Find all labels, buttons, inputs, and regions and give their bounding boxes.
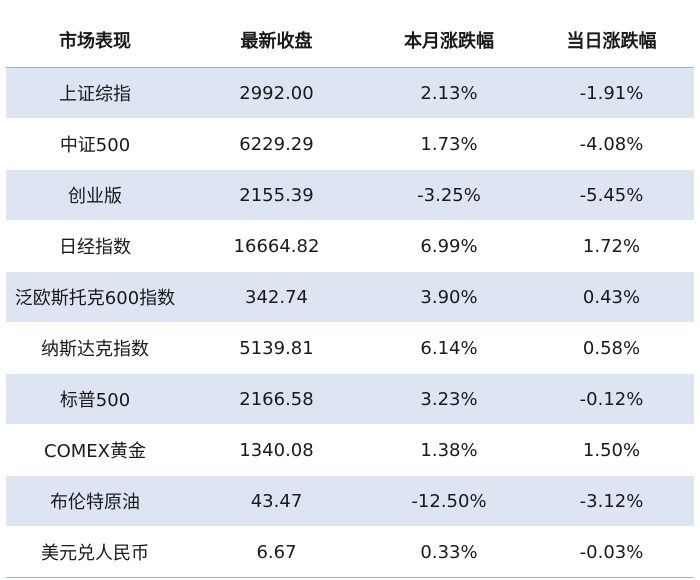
cell-market: 泛欧斯托克600指数 bbox=[6, 271, 184, 323]
cell-month-change: 3.90% bbox=[369, 271, 529, 323]
cell-market: 创业版 bbox=[6, 169, 184, 221]
cell-market: COMEX黄金 bbox=[6, 424, 184, 476]
cell-market: 标普500 bbox=[6, 373, 184, 425]
cell-close: 2992.00 bbox=[184, 67, 369, 119]
table-row: 纳斯达克指数 5139.81 6.14% 0.58% bbox=[6, 322, 694, 374]
cell-close: 16664.82 bbox=[184, 220, 369, 272]
cell-market: 纳斯达克指数 bbox=[6, 322, 184, 374]
cell-month-change: 3.23% bbox=[369, 373, 529, 425]
cell-day-change: -4.08% bbox=[529, 118, 694, 170]
cell-month-change: -12.50% bbox=[369, 475, 529, 527]
cell-close: 43.47 bbox=[184, 475, 369, 527]
cell-day-change: 0.58% bbox=[529, 322, 694, 374]
cell-month-change: 2.13% bbox=[369, 67, 529, 119]
cell-close: 342.74 bbox=[184, 271, 369, 323]
cell-market: 中证500 bbox=[6, 118, 184, 170]
table-row: 中证500 6229.29 1.73% -4.08% bbox=[6, 118, 694, 170]
table-row: COMEX黄金 1340.08 1.38% 1.50% bbox=[6, 424, 694, 476]
cell-close: 2166.58 bbox=[184, 373, 369, 425]
cell-day-change: 0.43% bbox=[529, 271, 694, 323]
table-row: 标普500 2166.58 3.23% -0.12% bbox=[6, 373, 694, 425]
header-month-change: 本月涨跌幅 bbox=[369, 12, 529, 68]
cell-day-change: -0.12% bbox=[529, 373, 694, 425]
cell-close: 2155.39 bbox=[184, 169, 369, 221]
cell-day-change: -5.45% bbox=[529, 169, 694, 221]
cell-day-change: -3.12% bbox=[529, 475, 694, 527]
market-performance-table: 市场表现 最新收盘 本月涨跌幅 当日涨跌幅 上证综指 2992.00 2.13%… bbox=[6, 12, 694, 578]
header-day-change: 当日涨跌幅 bbox=[529, 12, 694, 68]
cell-market: 布伦特原油 bbox=[6, 475, 184, 527]
table-row: 日经指数 16664.82 6.99% 1.72% bbox=[6, 220, 694, 272]
cell-month-change: 6.14% bbox=[369, 322, 529, 374]
header-latest-close: 最新收盘 bbox=[184, 12, 369, 68]
header-market: 市场表现 bbox=[6, 12, 184, 68]
cell-close: 5139.81 bbox=[184, 322, 369, 374]
table-row: 创业版 2155.39 -3.25% -5.45% bbox=[6, 169, 694, 221]
cell-market: 美元兑人民币 bbox=[6, 526, 184, 578]
cell-market: 日经指数 bbox=[6, 220, 184, 272]
cell-day-change: -1.91% bbox=[529, 67, 694, 119]
table-row: 布伦特原油 43.47 -12.50% -3.12% bbox=[6, 475, 694, 527]
cell-month-change: 6.99% bbox=[369, 220, 529, 272]
cell-close: 1340.08 bbox=[184, 424, 369, 476]
table-row: 泛欧斯托克600指数 342.74 3.90% 0.43% bbox=[6, 271, 694, 323]
table-row: 上证综指 2992.00 2.13% -1.91% bbox=[6, 67, 694, 119]
cell-market: 上证综指 bbox=[6, 67, 184, 119]
cell-close: 6.67 bbox=[184, 526, 369, 578]
cell-day-change: 1.72% bbox=[529, 220, 694, 272]
cell-month-change: 1.38% bbox=[369, 424, 529, 476]
cell-month-change: 1.73% bbox=[369, 118, 529, 170]
cell-month-change: 0.33% bbox=[369, 526, 529, 578]
header-row: 市场表现 最新收盘 本月涨跌幅 当日涨跌幅 bbox=[6, 12, 694, 68]
cell-day-change: 1.50% bbox=[529, 424, 694, 476]
cell-day-change: -0.03% bbox=[529, 526, 694, 578]
table-row: 美元兑人民币 6.67 0.33% -0.03% bbox=[6, 526, 694, 578]
cell-month-change: -3.25% bbox=[369, 169, 529, 221]
cell-close: 6229.29 bbox=[184, 118, 369, 170]
